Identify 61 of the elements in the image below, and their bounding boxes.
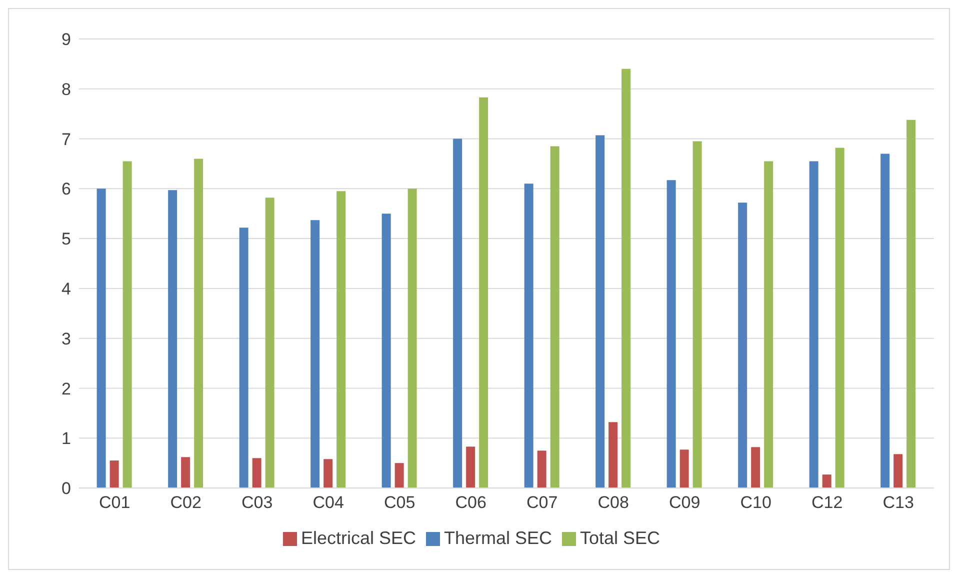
- bar: [764, 161, 774, 488]
- bar: [680, 450, 689, 488]
- bar: [809, 161, 818, 488]
- x-tick-label: C01: [99, 493, 130, 512]
- legend-label: Electrical SEC: [300, 528, 416, 548]
- bar: [537, 450, 546, 488]
- x-tick-label: C02: [170, 493, 202, 512]
- bar: [751, 447, 760, 488]
- bar: [382, 214, 391, 488]
- bar: [466, 446, 476, 488]
- bar: [666, 180, 676, 488]
- bar: [239, 228, 248, 488]
- y-tick-label: 4: [62, 279, 71, 298]
- bar: [596, 135, 605, 488]
- y-tick-label: 1: [62, 429, 71, 448]
- bar: [194, 158, 204, 488]
- bar: [168, 190, 178, 488]
- bar: [181, 457, 190, 488]
- legend-label: Thermal SEC: [444, 528, 552, 548]
- bar: [110, 460, 119, 488]
- bar: [738, 202, 748, 488]
- y-tick-label: 9: [62, 30, 71, 50]
- bar: [880, 154, 890, 488]
- y-tick-label: 6: [62, 180, 71, 199]
- bar: [894, 454, 903, 488]
- bar: [324, 459, 333, 488]
- y-tick-label: 2: [62, 379, 71, 398]
- x-tick-label: C12: [812, 493, 843, 512]
- x-tick-label: C03: [242, 493, 273, 512]
- x-tick-label: C04: [312, 493, 344, 512]
- x-tick-label: C13: [882, 493, 914, 512]
- bar: [336, 191, 346, 488]
- bar: [408, 188, 417, 488]
- x-tick-label: C09: [669, 493, 700, 512]
- x-tick-label: C07: [526, 493, 558, 512]
- bar: [550, 146, 560, 488]
- bar: [906, 120, 916, 488]
- bar: [122, 161, 132, 488]
- y-tick-label: 0: [62, 479, 71, 498]
- bar: [394, 463, 404, 488]
- x-tick-label: C08: [598, 493, 629, 512]
- bar: [692, 141, 702, 488]
- x-tick-label: C06: [455, 493, 486, 512]
- bar: [252, 458, 262, 488]
- x-tick-label: C10: [740, 493, 772, 512]
- legend-label: Total SEC: [580, 528, 660, 548]
- y-tick-label: 8: [62, 80, 71, 99]
- bar: [310, 220, 320, 488]
- bar: [622, 68, 631, 488]
- y-tick-label: 7: [62, 130, 71, 149]
- y-tick-label: 5: [62, 230, 71, 249]
- bar: [835, 148, 844, 488]
- bar: [265, 198, 274, 488]
- bar: [453, 138, 462, 488]
- bar: [822, 474, 832, 488]
- bar: [608, 422, 618, 488]
- x-tick-label: C05: [384, 493, 416, 512]
- bar: [524, 184, 534, 488]
- bar: [96, 188, 106, 488]
- bar: [479, 97, 488, 488]
- y-tick-label: 3: [62, 329, 71, 348]
